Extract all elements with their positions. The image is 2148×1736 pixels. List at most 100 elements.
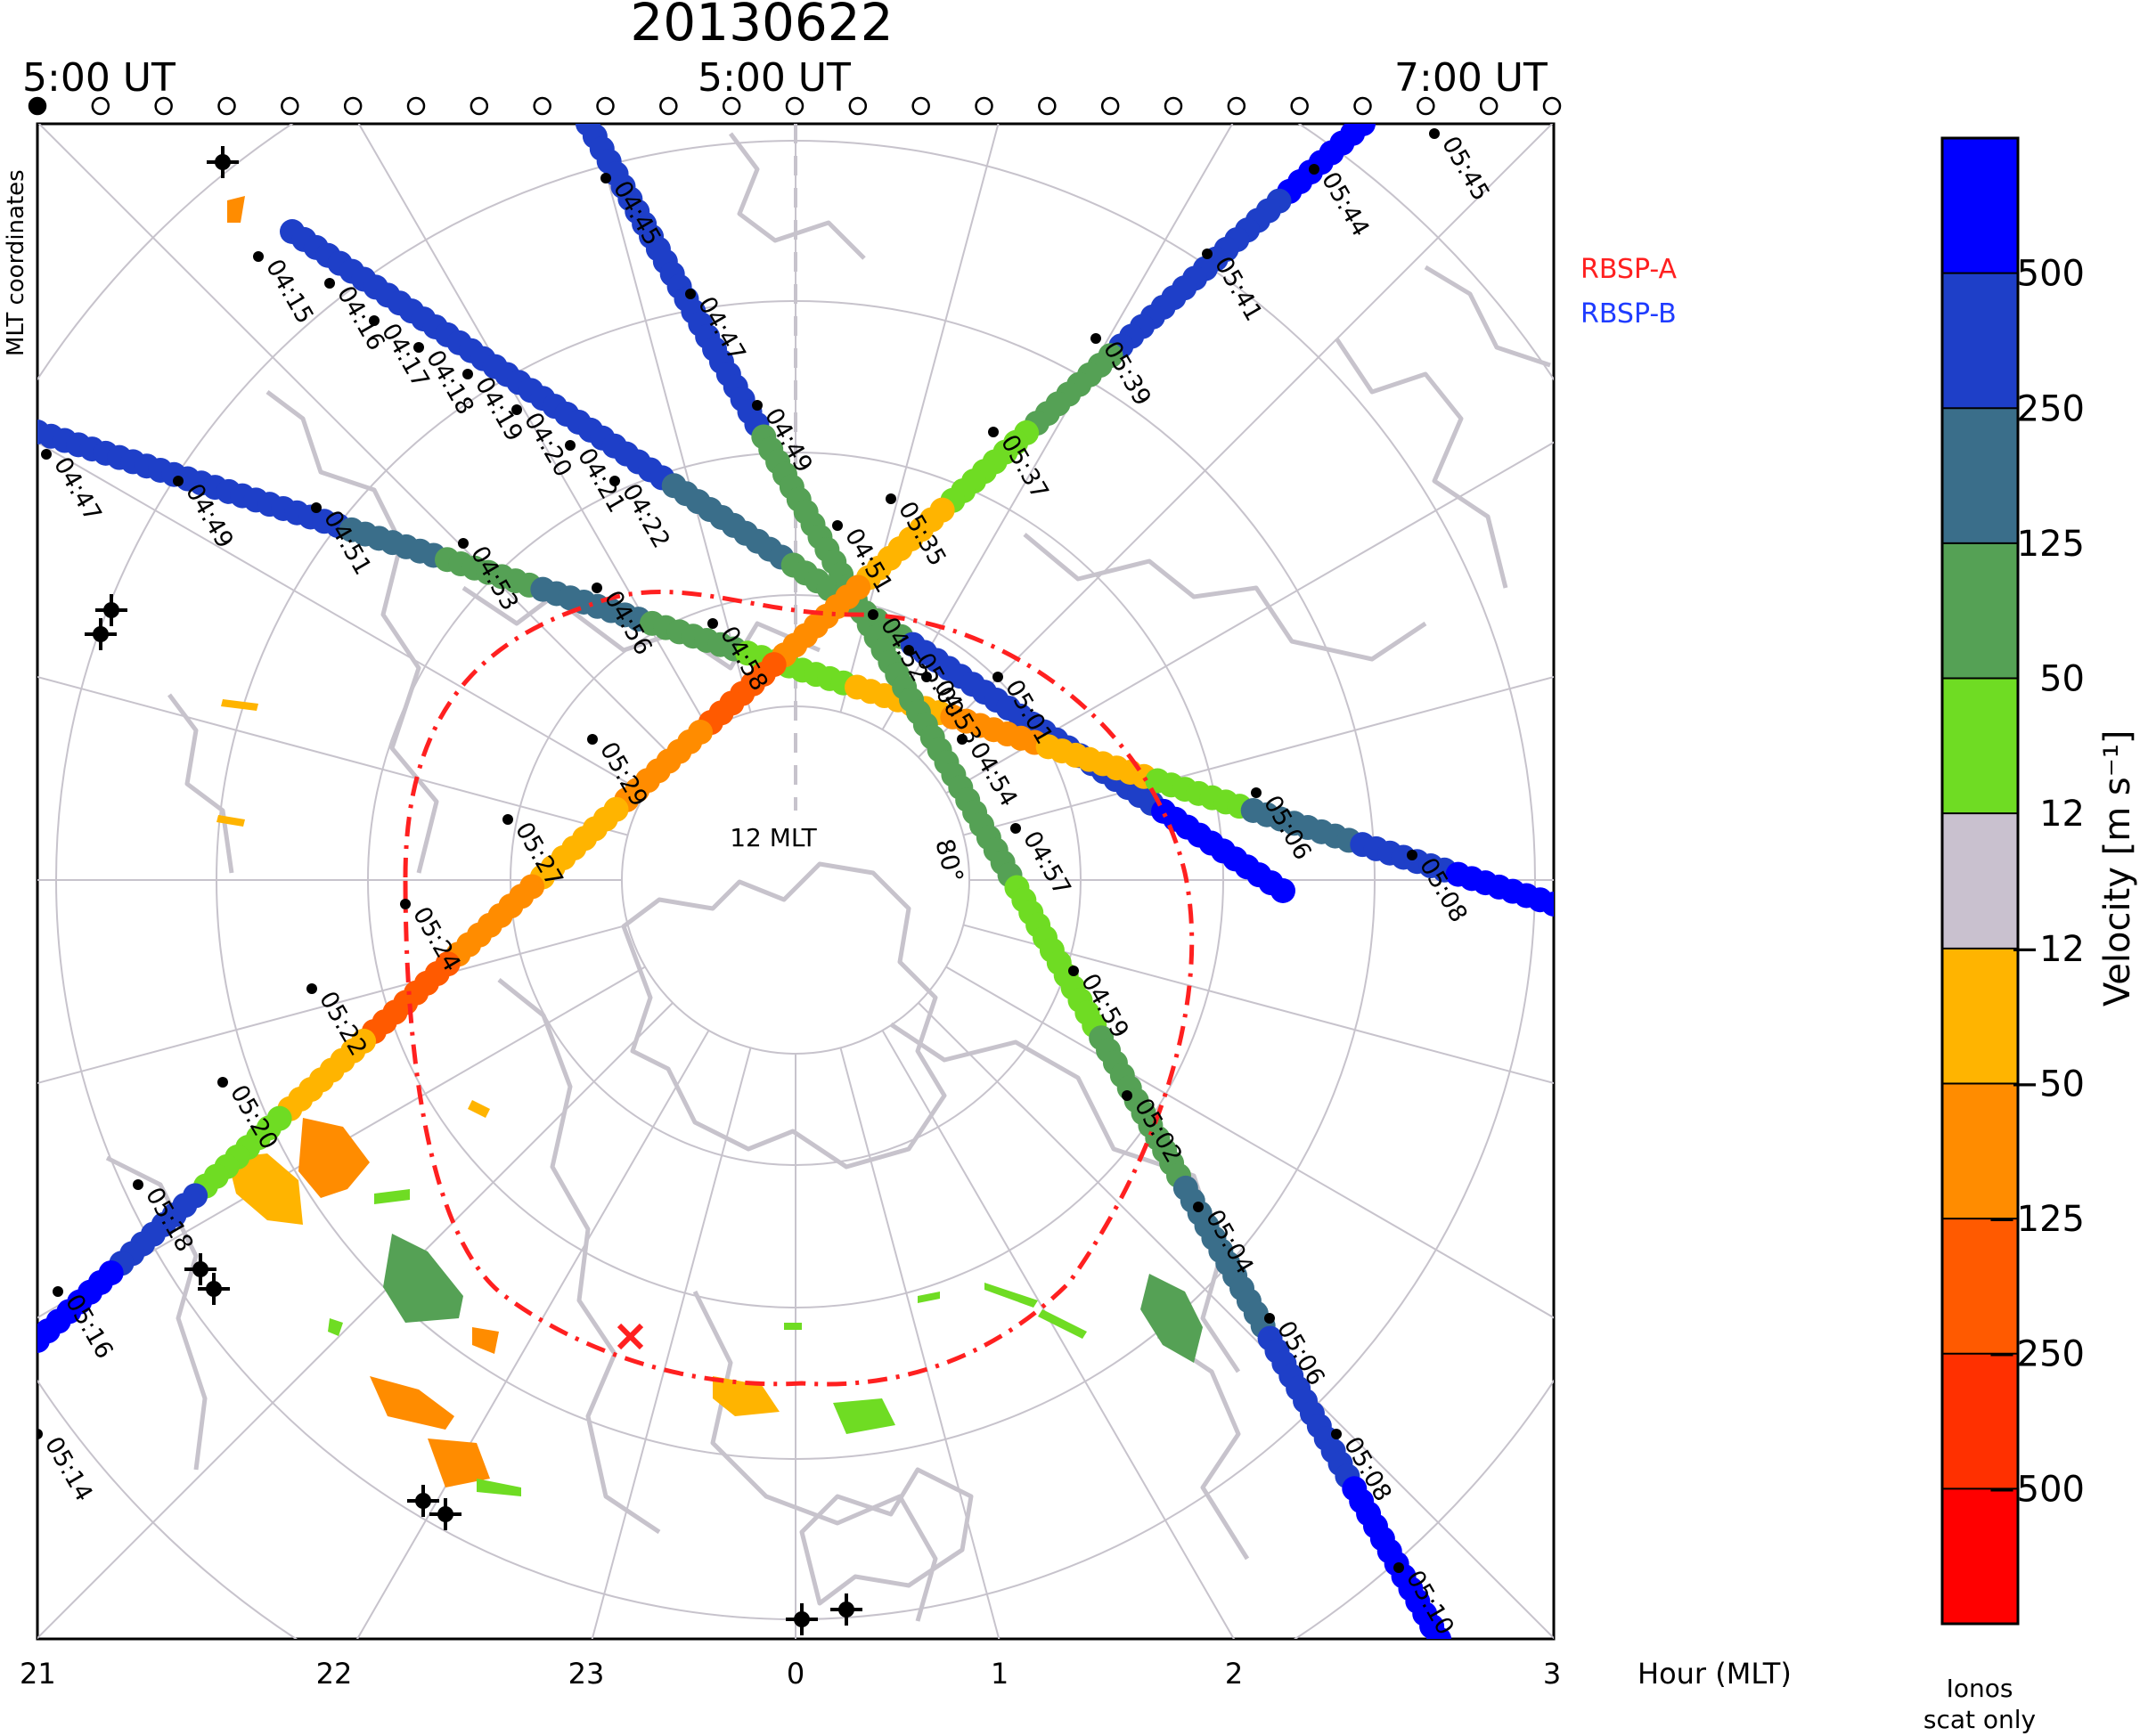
timestamp-marker	[400, 899, 411, 909]
timestamp-marker	[253, 251, 264, 262]
timestamp-marker	[311, 502, 322, 513]
time-marker	[596, 96, 615, 116]
time-marker	[1227, 96, 1246, 116]
meridian-line	[918, 1002, 1554, 1639]
timestamp-marker	[587, 734, 598, 745]
x-axis-tick-label: 21	[20, 1657, 56, 1691]
timestamp-marker	[903, 645, 914, 656]
time-marker	[91, 96, 110, 116]
meridian-line	[37, 675, 628, 836]
radar-site-marker	[786, 1603, 818, 1635]
track-dot	[37, 1328, 50, 1353]
time-marker	[659, 96, 678, 116]
velocity-colorbar: 500 250 125 50 12 −12 −50 −125 −250 −500	[1940, 136, 2085, 1626]
x-axis-tick-label: 0	[787, 1657, 804, 1691]
time-marker	[1542, 96, 1562, 116]
radar-site-marker	[407, 1485, 439, 1517]
colorbar-title: Velocity [m s⁻¹]	[2097, 729, 2138, 1007]
radar-site-marker	[207, 146, 239, 178]
time-marker	[1479, 96, 1499, 116]
timestamp-marker	[832, 520, 843, 531]
timestamp-marker	[592, 583, 602, 593]
time-marker	[154, 96, 173, 116]
colorbar-bin	[1942, 542, 2018, 679]
colorbar-bin	[1942, 273, 2018, 409]
time-marker	[975, 96, 993, 116]
timestamp-marker	[1309, 164, 1319, 175]
meridian-line	[963, 924, 1554, 1085]
timestamp-marker	[707, 618, 718, 629]
meridian-line	[839, 124, 1000, 713]
time-marker	[1417, 96, 1435, 116]
time-marker	[406, 96, 426, 116]
time-marker-row	[28, 96, 1562, 116]
timestamp-marker	[1407, 850, 1417, 860]
colorbar-tick-label: 50	[2039, 659, 2085, 700]
timestamp-marker	[37, 1429, 43, 1439]
colorbar-tick-label: 250	[2017, 388, 2085, 429]
colorbar-tick-label: −12	[2010, 929, 2085, 970]
timestamp-marker	[1393, 1562, 1404, 1573]
meridian-line	[37, 1002, 674, 1639]
timestamp-marker	[53, 1286, 63, 1297]
colorbar-footnote-line1: Ionos	[1947, 1674, 2013, 1703]
colorbar-frame	[1940, 136, 2020, 1626]
meridian-line	[881, 1030, 1236, 1639]
timestamp-marker	[413, 342, 424, 353]
timestamp-marker	[1264, 1313, 1275, 1324]
timestamp-marker	[1429, 128, 1440, 139]
timestamp-marker	[511, 404, 522, 415]
time-marker	[533, 96, 551, 116]
timestamp-marker	[600, 173, 611, 183]
time-marker	[785, 96, 804, 116]
colorbar-tick-label: −500	[1987, 1469, 2085, 1510]
timestamp-marker	[462, 369, 473, 379]
x-axis-tick-label: 22	[316, 1657, 353, 1691]
ut-label-center: 5:00 UT	[698, 55, 851, 101]
time-marker	[1100, 96, 1120, 116]
timestamp-marker	[992, 672, 1003, 682]
timestamp-marker	[1202, 249, 1213, 259]
meridian-line	[839, 1047, 1000, 1639]
timestamp-marker	[306, 983, 317, 994]
timestamp-marker	[868, 609, 878, 620]
meridian-line	[591, 1047, 752, 1639]
timestamp-marker	[565, 440, 576, 451]
x-axis-tick-label: 3	[1543, 1657, 1561, 1691]
colorbar-tick-label: −50	[2010, 1064, 2085, 1104]
colorbar-tick-label: 125	[2017, 524, 2085, 565]
timestamp-marker	[886, 493, 896, 504]
colorbar-bin	[1942, 1488, 2018, 1624]
radar-site-marker	[830, 1593, 862, 1626]
track-dot	[1270, 878, 1295, 903]
meridian-line	[37, 124, 674, 758]
colorbar-bin	[1942, 138, 2018, 273]
radar-site-marker	[198, 1273, 230, 1305]
meridian-line	[357, 124, 710, 730]
coastlines	[105, 132, 1551, 1622]
ut-label-left: 5:00 UT	[22, 55, 176, 101]
x-axis-unit-label: Hour (MLT)	[1638, 1657, 1792, 1691]
timestamp-marker	[369, 315, 380, 326]
colorbar-tick-label: −125	[1987, 1199, 2085, 1240]
radar-sites	[85, 146, 862, 1635]
colorbar-bin	[1942, 1083, 2018, 1219]
meridian-line	[355, 1030, 710, 1639]
center-mlt-label: 12 MLT	[730, 823, 817, 852]
satellite-tracks	[37, 124, 1554, 1639]
colorbar-tick-label: 500	[2017, 254, 2085, 295]
x-axis-tick-label: 2	[1225, 1657, 1243, 1691]
timestamp-marker	[685, 289, 696, 299]
coordinate-system-label: MLT coordinates	[3, 169, 29, 356]
radar-site-marker	[85, 618, 117, 650]
time-marker	[281, 96, 299, 116]
x-axis-tick-label: 1	[991, 1657, 1009, 1691]
colorbar-bin	[1942, 1353, 2018, 1489]
timestamp-marker	[217, 1077, 228, 1088]
colorbar-tick-label: 12	[2039, 794, 2085, 835]
timestamp-marker	[988, 427, 999, 437]
meridian-line	[945, 441, 1554, 795]
ionospheric-scatter-patches	[216, 196, 1203, 1496]
